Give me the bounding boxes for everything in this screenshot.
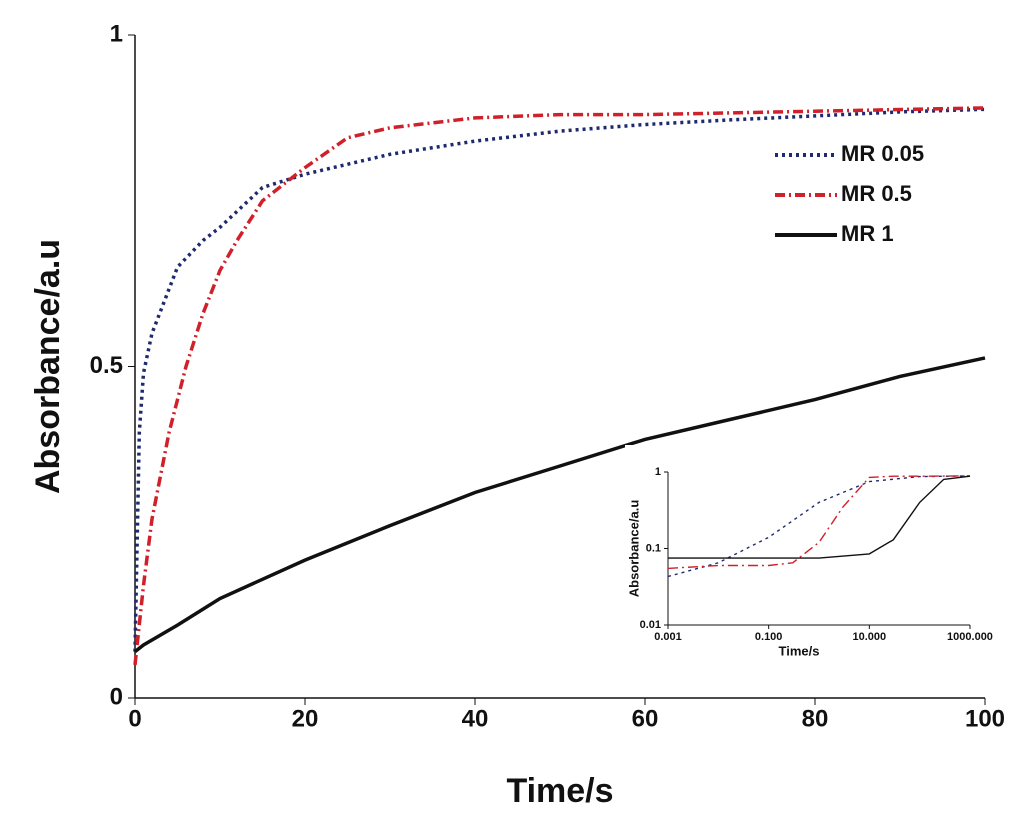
x-tick-label: 0 — [128, 705, 141, 732]
series-line — [668, 475, 971, 559]
y-tick-label: 0.1 — [646, 542, 661, 554]
y-tick-label: 0.5 — [90, 352, 123, 379]
y-tick-label: 0 — [110, 683, 123, 710]
x-axis-label: Time/s — [779, 643, 820, 658]
legend-label: MR 0.05 — [841, 141, 924, 166]
legend-label: MR 0.5 — [841, 181, 912, 206]
x-tick-label: 40 — [462, 705, 489, 732]
x-tick-label: 20 — [292, 705, 319, 732]
series-line — [667, 475, 971, 570]
legend-label: MR 1 — [841, 221, 894, 246]
y-axis-label: Absorbance/a.u — [626, 500, 641, 598]
inset-background — [625, 445, 985, 685]
y-axis-label: Absorbance/a.u — [29, 239, 67, 494]
x-tick-label: 100 — [965, 705, 1005, 732]
x-tick-label: 0.001 — [654, 631, 682, 643]
y-tick-label: 0.01 — [640, 619, 661, 631]
x-tick-label: 60 — [632, 705, 659, 732]
y-tick-label: 1 — [110, 20, 123, 47]
y-tick-label: 1 — [655, 466, 661, 478]
series-line — [667, 475, 971, 578]
series-line — [133, 106, 986, 666]
x-tick-label: 10.000 — [853, 631, 887, 643]
series-line — [133, 107, 986, 652]
x-tick-label: 1000.000 — [947, 631, 993, 643]
series-line — [133, 356, 986, 653]
x-tick-label: 0.100 — [755, 631, 783, 643]
x-axis-label: Time/s — [506, 772, 613, 810]
x-tick-label: 80 — [802, 705, 829, 732]
